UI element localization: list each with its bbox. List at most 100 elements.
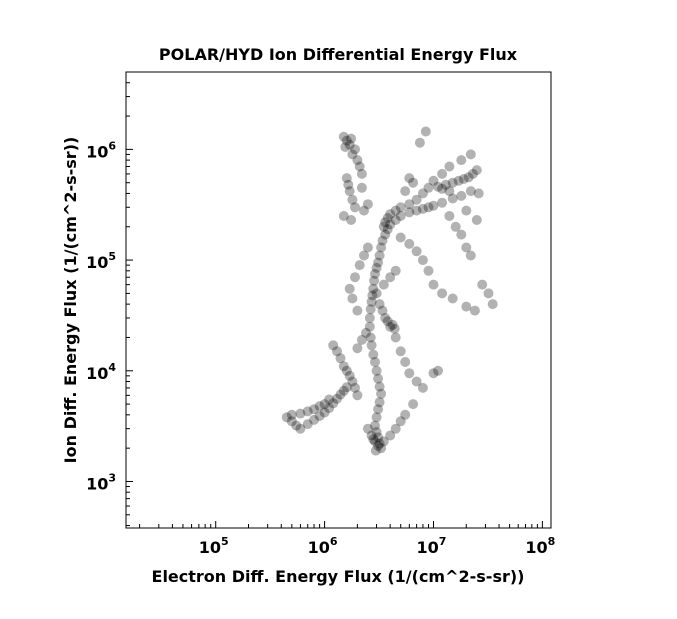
data-point	[324, 403, 335, 414]
x-axis: 105 106 107 108	[139, 521, 555, 557]
data-point	[428, 368, 439, 379]
data-point	[343, 179, 354, 190]
data-point	[428, 175, 439, 186]
data-point	[395, 416, 406, 427]
data-point	[447, 293, 458, 304]
x-tick-label: 105	[199, 535, 229, 557]
data-point	[378, 279, 389, 290]
data-point	[469, 305, 480, 316]
data-point	[368, 349, 379, 360]
data-point	[370, 357, 380, 367]
data-point	[404, 368, 415, 379]
data-point	[390, 205, 401, 216]
data-point	[364, 321, 375, 332]
data-point	[314, 411, 325, 421]
data-point	[338, 131, 349, 142]
data-point	[450, 221, 461, 232]
y-tick-label: 104	[86, 361, 116, 383]
data-point	[376, 443, 387, 454]
data-point	[295, 423, 306, 434]
data-point	[354, 161, 365, 172]
data-point	[324, 394, 335, 405]
data-point	[423, 265, 434, 276]
data-point	[362, 199, 373, 210]
data-point	[456, 190, 467, 201]
data-point	[385, 209, 396, 220]
data-point	[350, 382, 360, 393]
data-point	[483, 288, 494, 299]
data-point	[404, 207, 415, 218]
data-point	[437, 288, 448, 299]
data-point	[389, 323, 400, 334]
plot-frame	[125, 71, 552, 529]
x-tick-label: 107	[417, 535, 447, 557]
data-point	[411, 194, 422, 205]
data-point	[447, 177, 458, 188]
data-point	[433, 365, 443, 376]
data-point	[465, 149, 476, 160]
data-point	[352, 390, 363, 401]
data-point	[428, 200, 439, 211]
data-point	[411, 376, 422, 387]
data-point	[380, 217, 391, 228]
data-point	[437, 183, 448, 194]
data-points	[281, 126, 498, 456]
data-point	[382, 316, 393, 327]
y-axis: 103 104 105 106	[86, 71, 133, 527]
data-point	[281, 412, 292, 423]
data-point	[471, 215, 482, 225]
x-tick-label: 106	[308, 535, 338, 557]
data-point	[453, 175, 464, 186]
data-point	[338, 211, 349, 221]
data-point	[373, 440, 384, 451]
data-point	[387, 319, 398, 330]
data-point	[444, 161, 455, 172]
data-point	[473, 188, 484, 199]
data-point	[367, 290, 378, 301]
data-point	[440, 179, 451, 190]
data-point	[376, 388, 387, 399]
data-point	[465, 250, 476, 261]
data-point	[404, 173, 415, 184]
data-point	[338, 361, 349, 372]
data-point	[374, 299, 385, 310]
data-point	[344, 186, 355, 197]
data-point	[346, 215, 357, 225]
data-point	[371, 427, 382, 437]
data-point	[385, 219, 396, 230]
data-point	[395, 211, 406, 221]
data-point	[376, 242, 387, 253]
data-point	[414, 137, 425, 148]
data-point	[395, 232, 406, 243]
data-point	[374, 381, 385, 392]
data-point	[286, 409, 297, 420]
x-tick-label: 108	[525, 535, 555, 557]
data-point	[319, 407, 330, 418]
data-point	[400, 357, 411, 367]
data-point	[467, 168, 478, 179]
data-point	[356, 168, 367, 179]
data-point	[373, 432, 384, 443]
data-point	[377, 235, 388, 246]
data-point	[395, 346, 406, 357]
data-point	[341, 173, 352, 184]
data-point	[400, 409, 411, 420]
data-point	[352, 155, 363, 166]
data-point	[314, 401, 325, 412]
data-point	[364, 313, 375, 323]
data-point	[390, 265, 401, 276]
data-point	[408, 399, 419, 410]
data-point	[477, 279, 488, 290]
data-point	[385, 321, 396, 332]
data-point	[291, 420, 302, 431]
data-point	[309, 414, 319, 425]
data-point	[328, 340, 339, 351]
data-point	[359, 205, 369, 216]
data-point	[338, 385, 349, 396]
data-point	[390, 423, 401, 434]
data-point	[362, 423, 373, 434]
data-point	[463, 172, 474, 183]
data-point	[437, 197, 448, 208]
data-point	[302, 419, 313, 430]
data-point	[309, 404, 319, 415]
